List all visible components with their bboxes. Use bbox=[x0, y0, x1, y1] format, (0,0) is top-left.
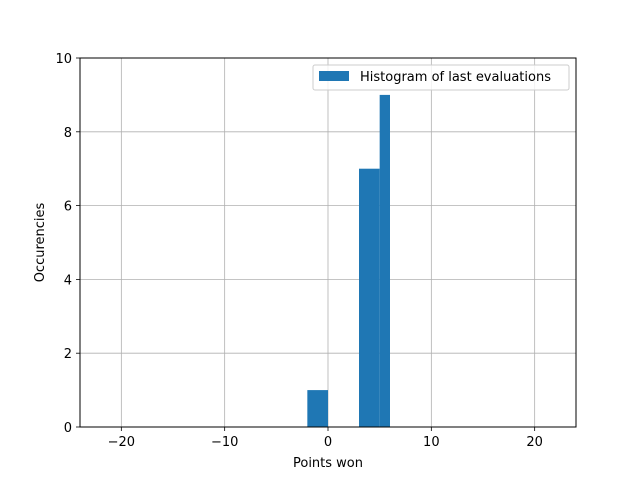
legend-label: Histogram of last evaluations bbox=[360, 70, 551, 85]
x-axis-label: Points won bbox=[293, 456, 363, 471]
legend-swatch bbox=[319, 71, 349, 81]
x-tick-label: −20 bbox=[108, 435, 135, 450]
y-tick-label: 2 bbox=[64, 347, 72, 362]
x-tick-label: 0 bbox=[324, 435, 332, 450]
y-tick-label: 0 bbox=[64, 421, 72, 436]
x-tick-label: −10 bbox=[211, 435, 238, 450]
legend-box bbox=[312, 64, 570, 91]
y-tick-label: 4 bbox=[64, 273, 72, 288]
bars bbox=[307, 94, 390, 428]
y-tick-label: 8 bbox=[64, 126, 72, 141]
y-tick-label: 10 bbox=[55, 52, 72, 67]
y-axis-ticks: 0 2 4 6 8 10 bbox=[55, 52, 80, 436]
legend: Histogram of last evaluations bbox=[312, 64, 570, 91]
histogram-bar bbox=[307, 390, 328, 427]
y-axis-label: Occurencies bbox=[33, 202, 48, 282]
histogram-bar bbox=[359, 168, 380, 427]
histogram-bar bbox=[379, 94, 390, 428]
x-axis-ticks: −20 −10 0 10 20 bbox=[108, 427, 543, 450]
y-tick-label: 6 bbox=[64, 200, 72, 215]
x-tick-label: 10 bbox=[423, 435, 440, 450]
x-tick-label: 20 bbox=[526, 435, 543, 450]
